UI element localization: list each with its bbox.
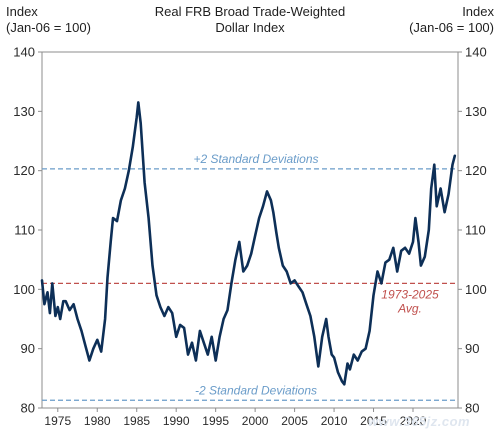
chart-title-line2: Dollar Index — [215, 20, 285, 35]
y-tick-label-right: 110 — [465, 223, 486, 238]
x-tick-label: 1990 — [163, 414, 190, 428]
y-tick-label-left: 140 — [13, 45, 35, 60]
y-tick-label-right: 140 — [465, 45, 487, 60]
y-tick-label-right: 130 — [465, 104, 487, 119]
x-tick-label: 1980 — [84, 414, 111, 428]
dollar-index-line — [40, 101, 457, 386]
y-tick-label-left: 120 — [13, 163, 35, 178]
x-tick-label: 2020 — [400, 414, 427, 428]
minus-2-sd-label: -2 Standard Deviations — [195, 383, 317, 397]
watermark: www.365jz.com — [368, 414, 471, 429]
y-tick-label-right: 80 — [465, 401, 479, 416]
y-tick-label-left: 100 — [13, 282, 35, 297]
average-label-line1: 1973-2025 — [381, 287, 439, 301]
x-tick-label: 2005 — [281, 414, 308, 428]
x-tick-label: 2010 — [321, 414, 348, 428]
x-tick-label: 2000 — [242, 414, 269, 428]
y-axis-label-left-line2: (Jan-06 = 100) — [6, 20, 91, 35]
y-tick-label-left: 80 — [21, 401, 35, 416]
chart-title-line1: Real FRB Broad Trade-Weighted — [154, 4, 346, 19]
y-axis-label-left-line1: Index — [6, 4, 38, 19]
y-tick-label-left: 90 — [21, 341, 35, 356]
y-tick-label-left: 110 — [14, 223, 35, 238]
x-tick-label: 1985 — [123, 414, 150, 428]
y-tick-label-right: 90 — [465, 341, 479, 356]
y-axis-label-right: Index (Jan-06 = 100) — [409, 4, 494, 36]
chart-title: Real FRB Broad Trade-Weighted Dollar Ind… — [120, 4, 380, 36]
x-tick-label: 1995 — [202, 414, 229, 428]
average-label-line2: Avg. — [397, 301, 422, 315]
y-axis-label-left: Index (Jan-06 = 100) — [6, 4, 91, 36]
y-axis-label-right-line1: Index — [462, 4, 494, 19]
plus-2-sd-label: +2 Standard Deviations — [193, 152, 318, 166]
y-tick-label-left: 130 — [13, 104, 35, 119]
y-axis-label-right-line2: (Jan-06 = 100) — [409, 20, 494, 35]
x-tick-label: 2015 — [360, 414, 387, 428]
plot-frame — [41, 51, 459, 409]
y-tick-label-right: 120 — [465, 163, 487, 178]
y-tick-label-right: 100 — [465, 282, 487, 297]
x-tick-label: 1975 — [44, 414, 71, 428]
